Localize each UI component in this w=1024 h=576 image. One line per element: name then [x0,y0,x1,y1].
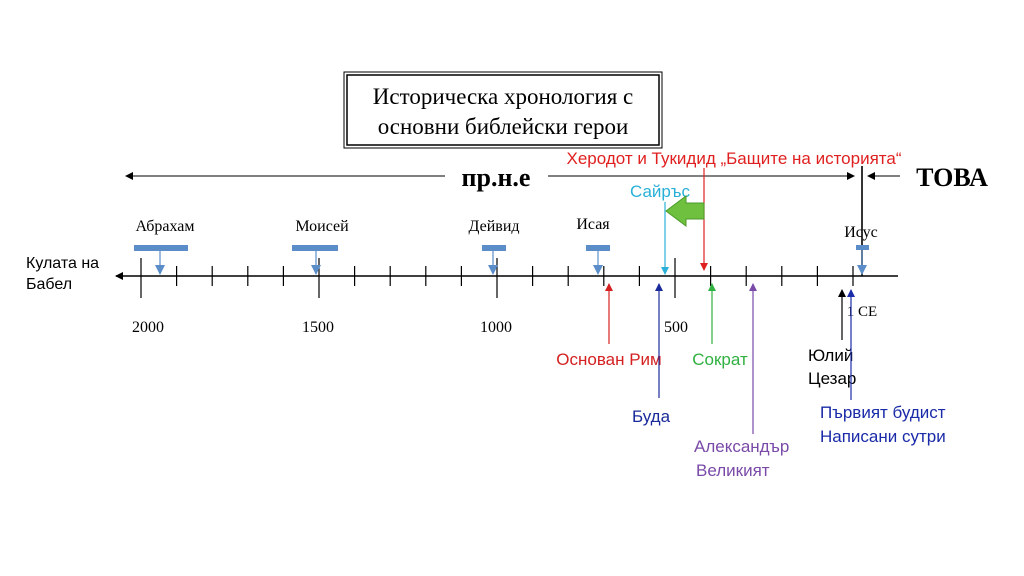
figure-name-abraham: Абрахам [136,218,195,235]
socrates-label: Сократ [692,350,748,369]
now-label: ТОВА [916,163,988,192]
event-first-buddhist-sutras: Първият будист Написани сутри [820,289,946,446]
figure-bar-jesus [856,245,869,250]
event-alexander: Александър Великият [694,283,789,480]
figure-bar-david [482,245,506,251]
rome-label: Основан Рим [556,350,662,369]
buddhist-label-line-2: Написани сутри [820,427,946,446]
green-left-arrow-icon [665,195,705,227]
herodotus-label: Херодот и Тукидид „Бащите на историята“ [567,149,902,168]
tower-label-line-1: Кулата на [26,255,99,272]
title-box: Историческа хронология с основни библейс… [343,71,663,149]
title-line-1: Историческа хронология с [373,84,633,109]
figure-name-jesus: Исус [844,224,878,241]
event-rome-founded: Основан Рим [556,283,662,369]
figure-jesus: Исус [844,224,878,275]
event-tower-of-babel: Кулата на Бабел [26,255,99,293]
figure-abraham: Абрахам [134,218,195,275]
figure-david: Дейвид [468,218,520,275]
figure-bar-moses [292,245,338,251]
year-label-2000: 2000 [132,319,164,336]
figure-bar-abraham [134,245,188,251]
year-label-1000: 1000 [480,319,512,336]
figure-moses: Моисей [292,218,349,275]
figure-name-isaiah: Исая [576,216,610,233]
title-frame-outer [343,71,663,149]
year-label-1500: 1500 [302,319,334,336]
tower-label-line-2: Бабел [26,276,72,293]
era-arrows: пр.н.е ТОВА [125,163,988,192]
caesar-label-line-2: Цезар [808,369,856,388]
year-label-ce: 1 CE [847,304,877,320]
figure-bar-isaiah [586,245,610,251]
bce-label: пр.н.е [462,163,531,192]
event-socrates: Сократ [692,283,748,369]
buddhist-label-line-1: Първият будист [820,403,946,422]
event-cyrus: Сайръс [630,182,690,275]
title-line-2: основни библейски герои [378,114,629,139]
event-buddha: Буда [632,283,671,426]
buddha-label: Буда [632,407,671,426]
title-frame-inner [346,74,660,146]
year-label-500: 500 [664,319,688,336]
event-julius-caesar: Юлий Цезар [808,289,856,388]
event-herodotus: Херодот и Тукидид „Бащите на историята“ [567,149,902,271]
caesar-label-line-1: Юлий [808,346,853,365]
alexander-label-line-1: Александър [694,437,789,456]
axis-ticks [140,258,854,298]
figure-name-moses: Моисей [295,218,349,235]
figure-isaiah: Исая [576,216,610,275]
figure-name-david: Дейвид [468,218,519,235]
alexander-label-line-2: Великият [696,461,770,480]
cyrus-label: Сайръс [630,182,690,201]
